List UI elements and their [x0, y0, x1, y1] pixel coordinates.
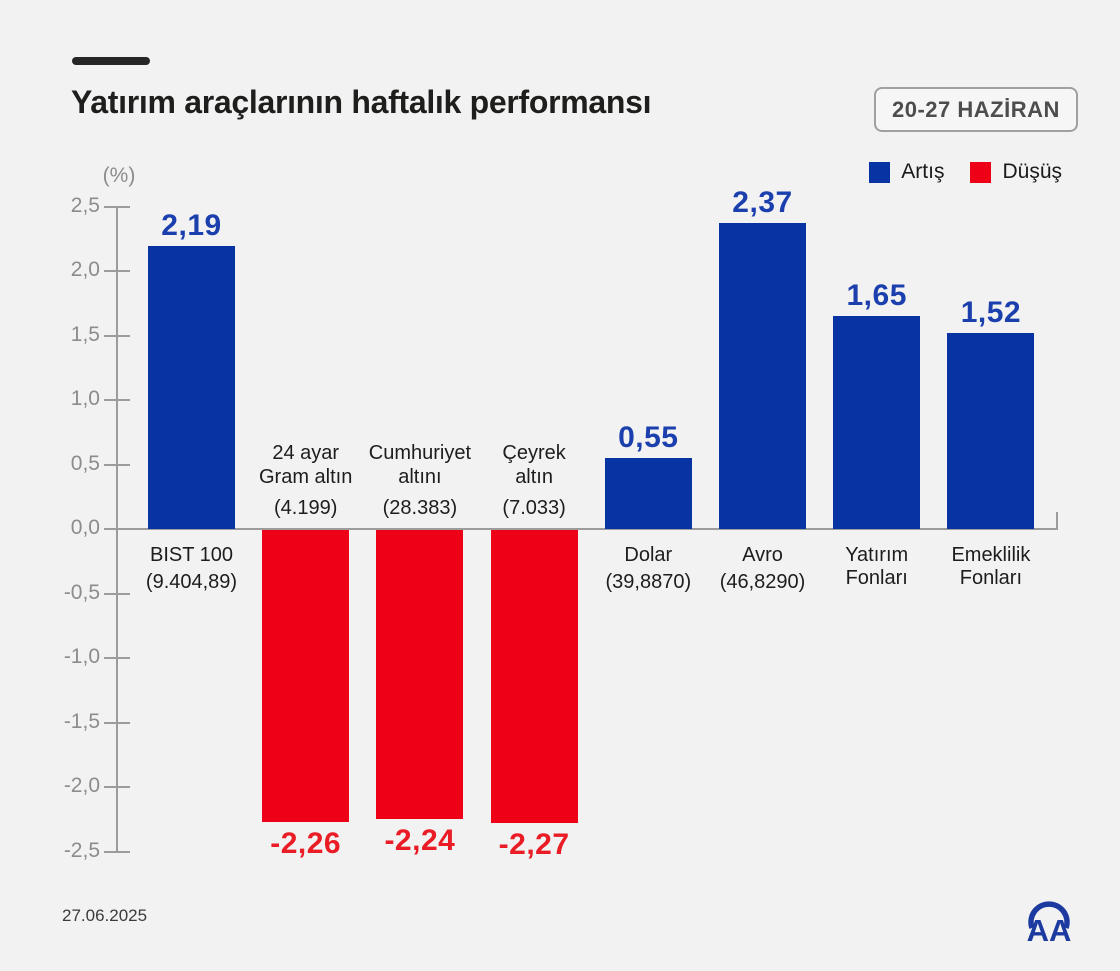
bar-label-line: Fonları [959, 567, 1023, 589]
y-tick-label: 0,5 [70, 451, 100, 475]
bar-label-line: 24 ayar [272, 442, 340, 464]
bar-label-ceyrek-altin: Çeyrek altın (7.033) [452, 441, 616, 520]
bar-gram-altin [262, 530, 350, 822]
bar-value-dolar: 0,55 [618, 421, 679, 455]
y-tick-label: 0,0 [70, 516, 100, 539]
y-tick-label: 2,0 [70, 258, 100, 281]
bar-value-ceyrek-altin: -2,27 [498, 827, 570, 861]
increase-swatch-icon [869, 161, 891, 183]
title-accent-line [72, 57, 150, 65]
legend-label-decrease: Düşüş [1002, 160, 1062, 183]
legend-item-decrease: Düşüş [970, 160, 1062, 184]
bar-sublabel: (46,8290) [719, 571, 806, 593]
y-tick-label: -1,0 [63, 645, 100, 668]
bar-label-line: Avro [742, 544, 783, 566]
bar-sublabel: (9.404,89) [145, 571, 238, 593]
bar-label-line: Yatırım [845, 544, 909, 566]
bar-sublabel: (4.199) [274, 497, 338, 519]
bar-label-line: Cumhuriyet [368, 442, 472, 464]
bar-value-bist-100: 2,19 [161, 209, 222, 243]
y-tick-label: -1,5 [63, 709, 100, 733]
bar-label-bist-100: BIST 100 (9.404,89) [110, 544, 274, 594]
period-badge: 20-27 HAZİRAN [874, 87, 1078, 132]
bar-label-dolar: Dolar (39,8870) [566, 544, 730, 594]
chart-legend: Artış Düşüş [869, 160, 1062, 184]
bar-label-line: Dolar [624, 544, 673, 566]
y-tick-label: -0,5 [63, 580, 100, 604]
y-tick [104, 786, 130, 788]
y-tick [104, 270, 130, 272]
y-tick [104, 592, 130, 595]
bar-avro [719, 223, 806, 529]
bar-ceyrek-altin [490, 530, 578, 823]
bar-label-yatirim-fonlari: Yatırım Fonları [795, 544, 959, 590]
zero-baseline [104, 528, 1058, 530]
y-tick-label: -2,0 [63, 774, 100, 797]
bar-yatirim-fonlari [833, 316, 921, 529]
decrease-swatch-icon [970, 161, 992, 183]
y-tick-label: 1,5 [70, 322, 100, 346]
bar-value-gram-altin: -2,26 [270, 826, 342, 860]
bar-label-line: Gram altın [259, 466, 353, 488]
axis-end-tick [1056, 512, 1058, 528]
y-tick [104, 205, 130, 208]
bar-label-line: BIST 100 [149, 544, 234, 566]
bar-value-cumhuriyet-altini: -2,24 [384, 823, 456, 857]
svg-text:AA: AA [1027, 913, 1072, 946]
bar-label-line: Çeyrek [502, 442, 566, 464]
bar-dolar [604, 458, 692, 529]
publish-date: 27.06.2025 [62, 906, 148, 925]
bar-label-cumhuriyet-altini: Cumhuriyet altını (28.383) [338, 441, 502, 520]
y-axis-unit-label: (%) [102, 164, 136, 187]
y-tick [104, 850, 130, 853]
y-tick [104, 463, 130, 466]
bar-value-avro: 2,37 [732, 186, 793, 220]
bar-label-line: Emeklilik [951, 544, 1031, 566]
bar-sublabel: (7.033) [502, 497, 566, 519]
y-tick [104, 657, 130, 659]
bar-sublabel: (28.383) [382, 497, 458, 519]
bar-label-line: Fonları [845, 567, 908, 589]
legend-label-increase: Artış [901, 160, 945, 183]
bar-label-gram-altin: 24 ayar Gram altın (4.199) [224, 441, 388, 520]
bar-sublabel: (39,8870) [605, 571, 692, 593]
bar-label-line: altını [398, 466, 442, 488]
page-title: Yatırım araçlarının haftalık performansı [71, 84, 652, 120]
aa-agency-logo-icon: AA [1024, 892, 1074, 951]
bar-label-avro: Avro (46,8290) [681, 544, 845, 594]
bar-label-line: altın [515, 466, 553, 488]
legend-item-increase: Artış [869, 160, 944, 184]
y-tick [104, 334, 130, 337]
y-tick [104, 721, 130, 724]
y-tick-label: 2,5 [70, 193, 100, 217]
bar-bist-100 [148, 246, 235, 529]
bar-value-emeklilik-fonlari: 1,52 [960, 295, 1022, 329]
y-tick-label: 1,0 [70, 387, 100, 410]
bar-emeklilik-fonlari [947, 332, 1035, 529]
bar-cumhuriyet-altini [376, 530, 464, 819]
bar-value-yatirim-fonlari: 1,65 [846, 279, 907, 313]
bar-label-emeklilik-fonlari: Emeklilik Fonları [909, 544, 1073, 590]
y-tick-label: -2,5 [63, 838, 100, 862]
y-tick [104, 399, 130, 401]
